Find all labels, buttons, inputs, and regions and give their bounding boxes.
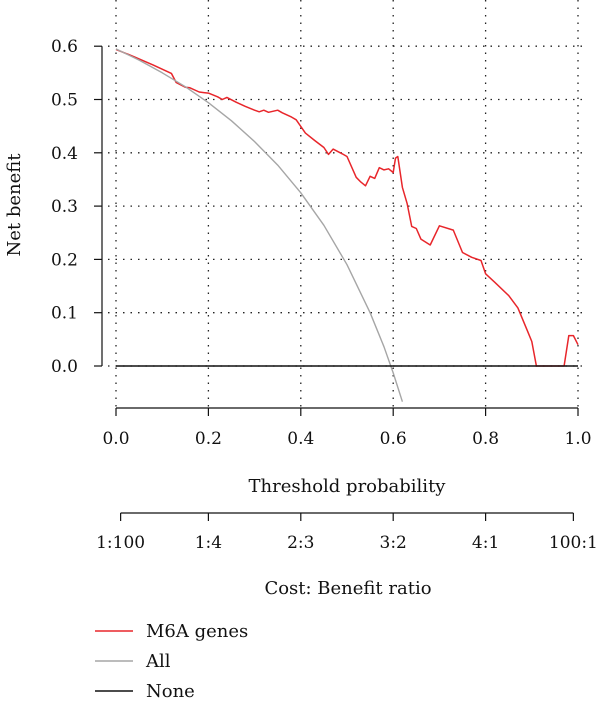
- legend: M6A genes All None: [95, 621, 248, 702]
- x-tick-label: 1.0: [564, 429, 591, 449]
- cost-benefit-tick-label: 100:1: [549, 533, 598, 553]
- legend-label-all: All: [145, 651, 171, 672]
- series-line-m6a-genes: [115, 48, 579, 367]
- cost-benefit-tick-label: 1:4: [195, 533, 222, 553]
- series-line-all: [115, 48, 404, 402]
- legend-label-none: None: [146, 681, 195, 702]
- legend-label-m6a-genes: M6A genes: [146, 621, 248, 642]
- y-tick-label: 0.4: [51, 144, 78, 164]
- y-tick-label: 0.1: [51, 304, 78, 324]
- grid-lines: [108, 0, 584, 409]
- x-axis-title: Threshold probability: [249, 476, 447, 497]
- x-tick-label: 0.6: [380, 429, 407, 449]
- cost-benefit-tick-label: 3:2: [380, 533, 407, 553]
- cost-benefit-axis: 1:100 1:4 2:3 3:2 4:1 100:1: [96, 512, 598, 553]
- y-tick-label: 0.5: [51, 91, 78, 111]
- x-tick-label: 0.8: [472, 429, 499, 449]
- y-tick-label: 0.3: [51, 197, 78, 217]
- axes: 0.0 0.1 0.2 0.3 0.4 0.5 0.6 0.0 0.2 0.4 0.6 0.8 1.0: [51, 37, 592, 449]
- cost-benefit-tick-label: 4:1: [472, 533, 499, 553]
- plot-series: [115, 48, 579, 402]
- y-axis-title: Net benefit: [4, 153, 25, 257]
- x-tick-label: 0.4: [287, 429, 314, 449]
- x-tick-label: 0.2: [195, 429, 222, 449]
- cost-benefit-axis-title: Cost: Benefit ratio: [264, 578, 431, 599]
- cost-benefit-tick-label: 2:3: [287, 533, 314, 553]
- cost-benefit-tick-label: 1:100: [96, 533, 145, 553]
- y-tick-label: 0.6: [51, 37, 78, 57]
- y-tick-label: 0.0: [51, 357, 78, 377]
- y-tick-label: 0.2: [51, 250, 78, 270]
- x-tick-label: 0.0: [102, 429, 129, 449]
